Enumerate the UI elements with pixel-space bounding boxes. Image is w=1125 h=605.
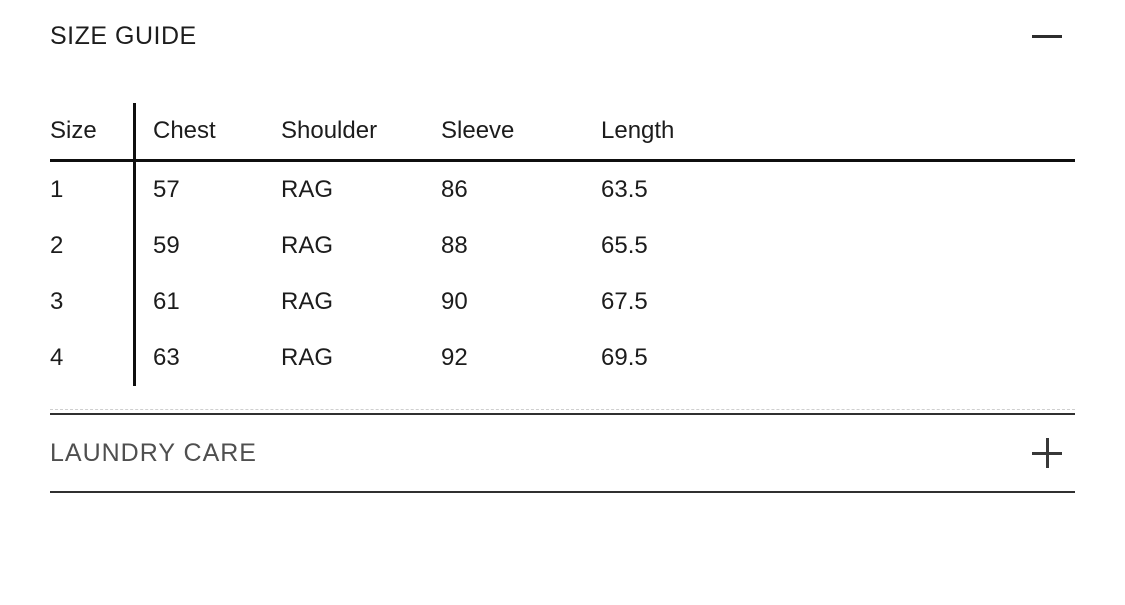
table-row: 3 61 RAG 90 67.5 [50, 274, 1075, 330]
size-guide-title: SIZE GUIDE [50, 21, 197, 50]
size-guide-bottom-divider [50, 409, 1075, 410]
size-guide-header[interactable]: SIZE GUIDE [50, 0, 1075, 54]
cell-chest: 61 [153, 288, 180, 315]
cell-chest: 59 [153, 232, 180, 259]
cell-size: 1 [50, 176, 64, 203]
column-header-size: Size [50, 117, 97, 144]
cell-sleeve: 88 [441, 232, 468, 259]
size-guide-table: Size Chest Shoulder Sleeve Length 1 57 R… [50, 103, 1075, 386]
cell-sleeve: 92 [441, 344, 468, 371]
column-header-length: Length [601, 117, 675, 144]
column-header-shoulder: Shoulder [281, 117, 378, 144]
cell-chest: 57 [153, 176, 180, 203]
cell-shoulder: RAG [281, 232, 334, 259]
column-header-sleeve: Sleeve [441, 117, 515, 144]
laundry-care-section: LAUNDRY CARE [50, 413, 1075, 493]
plus-icon[interactable] [1032, 438, 1062, 468]
minus-icon[interactable] [1032, 34, 1062, 38]
table-column-divider [133, 103, 136, 386]
table-row: 2 59 RAG 88 65.5 [50, 218, 1075, 274]
cell-length: 69.5 [601, 344, 648, 371]
laundry-care-title: LAUNDRY CARE [50, 438, 257, 467]
cell-shoulder: RAG [281, 288, 334, 315]
table-header-row: Size Chest Shoulder Sleeve Length [50, 103, 1075, 162]
cell-size: 3 [50, 288, 64, 315]
cell-size: 2 [50, 232, 64, 259]
cell-sleeve: 86 [441, 176, 468, 203]
cell-size: 4 [50, 344, 64, 371]
column-header-chest: Chest [153, 117, 216, 144]
cell-shoulder: RAG [281, 344, 334, 371]
laundry-care-header[interactable]: LAUNDRY CARE [50, 415, 1075, 491]
size-guide-section: SIZE GUIDE Size Chest Shoulder Sleeve Le… [50, 0, 1075, 410]
cell-shoulder: RAG [281, 176, 334, 203]
cell-length: 65.5 [601, 232, 648, 259]
table-row: 1 57 RAG 86 63.5 [50, 162, 1075, 218]
cell-length: 67.5 [601, 288, 648, 315]
cell-sleeve: 90 [441, 288, 468, 315]
cell-length: 63.5 [601, 176, 648, 203]
cell-chest: 63 [153, 344, 180, 371]
table-row: 4 63 RAG 92 69.5 [50, 330, 1075, 386]
